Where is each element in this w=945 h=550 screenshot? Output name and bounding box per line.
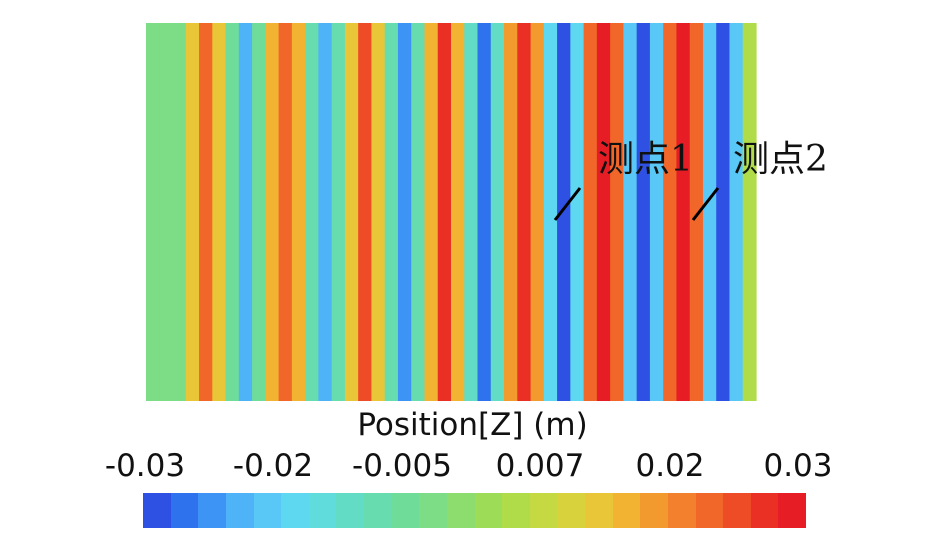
colorbar-swatch	[308, 493, 337, 528]
field-stripe	[477, 23, 492, 401]
colorbar-swatch	[474, 493, 503, 528]
colorbar-swatch	[253, 493, 282, 528]
field-stripe	[252, 23, 266, 401]
field-stripe	[318, 23, 333, 401]
field-stripe	[384, 23, 399, 401]
colorbar-swatch	[529, 493, 558, 528]
field-stripe	[159, 23, 174, 401]
legend-title: Position[Z] (m)	[357, 407, 588, 443]
field-stripe	[344, 23, 359, 401]
field-stripe	[265, 23, 280, 401]
field-stripe	[305, 23, 319, 401]
field-stripe	[331, 23, 346, 401]
field-stripe	[212, 23, 227, 401]
displacement-field	[146, 23, 757, 401]
colorbar-swatch	[750, 493, 779, 528]
colorbar-swatch	[585, 493, 613, 528]
legend-colorbar	[143, 493, 806, 528]
colorbar-swatch	[695, 493, 724, 528]
field-stripe	[570, 23, 585, 401]
field-stripe	[358, 23, 373, 401]
field-stripe	[623, 23, 638, 401]
colorbar-swatch	[225, 493, 254, 528]
field-stripe	[702, 23, 717, 401]
probe-2-label: 测点2	[733, 139, 828, 180]
field-stripe	[397, 23, 412, 401]
legend-tick-label: -0.02	[232, 448, 314, 484]
field-stripe	[451, 23, 465, 401]
legend-tick-label: 0.02	[635, 448, 705, 484]
field-stripe	[596, 23, 611, 401]
field-stripe	[278, 23, 293, 401]
probe-1-label: 测点1	[598, 139, 693, 180]
colorbar-swatch	[336, 493, 364, 528]
probe-2-leader-line	[691, 187, 720, 221]
colorbar-swatch	[198, 493, 226, 528]
legend-tick-label: -0.03	[104, 448, 186, 484]
field-stripe	[689, 23, 704, 401]
field-stripe	[716, 23, 731, 401]
colorbar-swatch	[502, 493, 530, 528]
field-stripe	[742, 23, 757, 401]
legend-tick-label: 0.007	[495, 448, 585, 484]
colorbar-swatch	[612, 493, 641, 528]
field-stripe	[225, 23, 240, 401]
field-stripe	[649, 23, 664, 401]
colorbar-swatch	[170, 493, 199, 528]
field-stripe	[530, 23, 545, 401]
colorbar-swatch	[667, 493, 696, 528]
colorbar-swatch	[281, 493, 309, 528]
field-stripe	[172, 23, 187, 401]
field-stripe	[583, 23, 598, 401]
legend-tick-label: 0.03	[763, 448, 833, 484]
field-stripe	[663, 23, 678, 401]
probe-1-leader-line	[553, 187, 582, 221]
field-stripe	[676, 23, 691, 401]
colorbar-swatch	[143, 493, 171, 528]
colorbar-swatch	[364, 493, 392, 528]
field-stripe	[557, 23, 571, 401]
colorbar-swatch	[391, 493, 420, 528]
colorbar-swatch	[778, 493, 806, 528]
field-stripe	[490, 23, 505, 401]
field-stripe	[610, 23, 624, 401]
field-stripe	[504, 23, 518, 401]
field-stripe	[185, 23, 200, 401]
legend-tick-label: -0.005	[352, 448, 452, 484]
field-stripe	[543, 23, 558, 401]
colorbar-swatch	[723, 493, 751, 528]
field-stripe	[411, 23, 426, 401]
field-stripe	[517, 23, 532, 401]
field-stripe	[636, 23, 651, 401]
field-stripe	[199, 23, 213, 401]
field-stripe	[371, 23, 386, 401]
colorbar-swatch	[419, 493, 447, 528]
field-stripe	[437, 23, 452, 401]
colorbar-swatch	[557, 493, 585, 528]
field-stripe	[238, 23, 253, 401]
colorbar-swatch	[640, 493, 668, 528]
colorbar-swatch	[446, 493, 475, 528]
field-stripe	[291, 23, 306, 401]
field-stripe	[146, 23, 160, 401]
field-stripe	[424, 23, 439, 401]
field-stripe	[729, 23, 744, 401]
field-stripe	[464, 23, 479, 401]
